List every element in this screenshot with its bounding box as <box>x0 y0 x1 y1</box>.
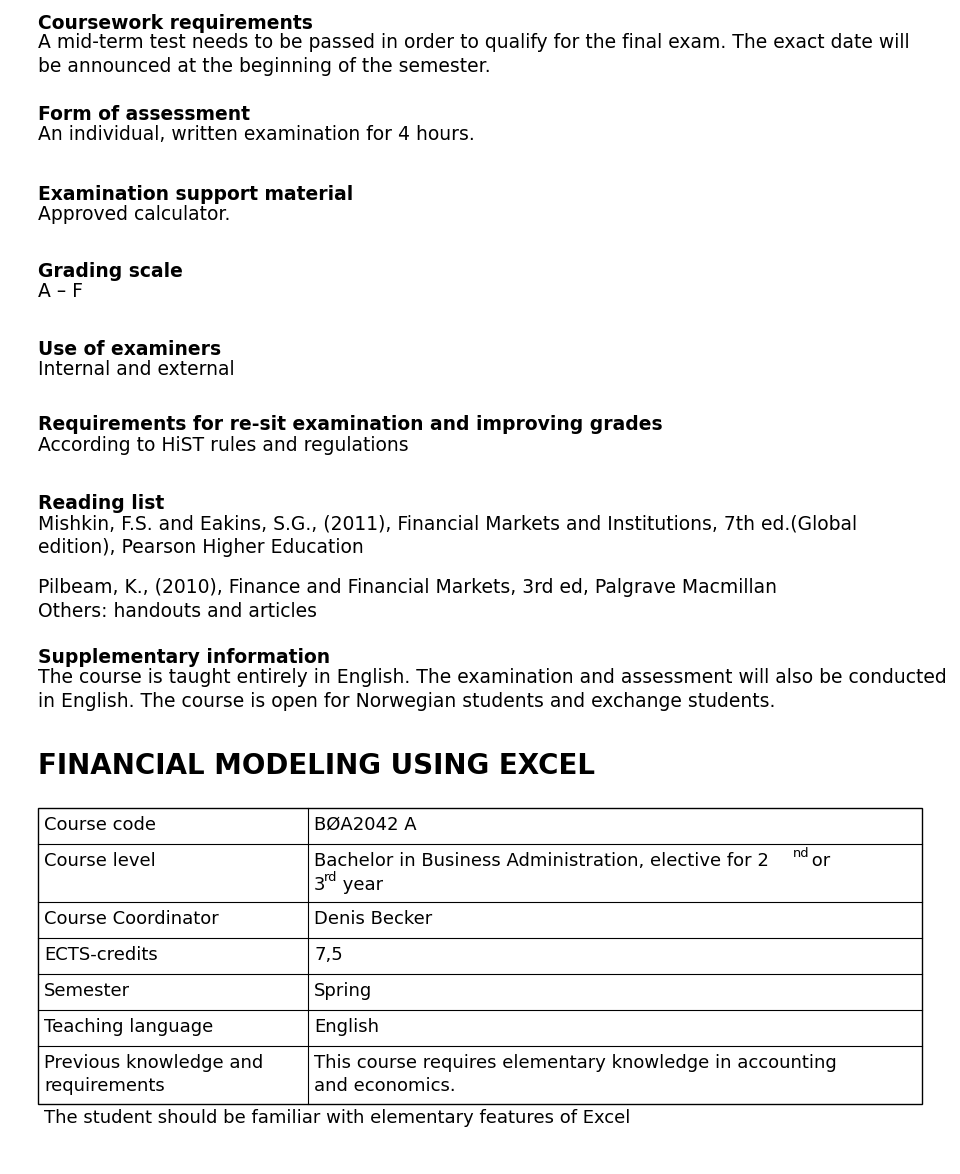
Text: Grading scale: Grading scale <box>38 262 182 281</box>
Text: A mid-term test needs to be passed in order to qualify for the final exam. The e: A mid-term test needs to be passed in or… <box>38 33 910 76</box>
Text: An individual, written examination for 4 hours.: An individual, written examination for 4… <box>38 124 475 144</box>
Text: 3: 3 <box>314 876 325 895</box>
Text: rd: rd <box>324 871 337 884</box>
Text: Semester: Semester <box>44 981 131 1000</box>
Text: Denis Becker: Denis Becker <box>314 910 432 927</box>
Text: Reading list: Reading list <box>38 494 164 513</box>
Text: Course level: Course level <box>44 852 156 870</box>
Text: This course requires elementary knowledge in accounting
and economics.: This course requires elementary knowledg… <box>314 1054 837 1095</box>
Text: BØA2042 A: BØA2042 A <box>314 816 417 834</box>
Text: Internal and external: Internal and external <box>38 360 234 379</box>
Bar <box>38 808 922 1104</box>
Text: Use of examiners: Use of examiners <box>38 340 221 359</box>
Text: 7,5: 7,5 <box>314 946 343 964</box>
Text: Examination support material: Examination support material <box>38 185 353 204</box>
Text: Form of assessment: Form of assessment <box>38 104 250 124</box>
Text: Coursework requirements: Coursework requirements <box>38 14 313 33</box>
Text: The course is taught entirely in English. The examination and assessment will al: The course is taught entirely in English… <box>38 668 947 711</box>
Text: According to HiST rules and regulations: According to HiST rules and regulations <box>38 436 409 456</box>
Text: Pilbeam, K., (2010), Finance and Financial Markets, 3rd ed, Palgrave Macmillan
O: Pilbeam, K., (2010), Finance and Financi… <box>38 578 777 621</box>
Text: Approved calculator.: Approved calculator. <box>38 205 230 224</box>
Text: Supplementary information: Supplementary information <box>38 648 330 667</box>
Text: Mishkin, F.S. and Eakins, S.G., (2011), Financial Markets and Institutions, 7th : Mishkin, F.S. and Eakins, S.G., (2011), … <box>38 514 857 558</box>
Text: Requirements for re-sit examination and improving grades: Requirements for re-sit examination and … <box>38 414 662 434</box>
Text: The student should be familiar with elementary features of Excel: The student should be familiar with elem… <box>44 1109 631 1127</box>
Text: English: English <box>314 1018 379 1035</box>
Text: Spring: Spring <box>314 981 372 1000</box>
Text: or: or <box>806 852 830 870</box>
Text: Bachelor in Business Administration, elective for 2: Bachelor in Business Administration, ele… <box>314 852 769 870</box>
Text: Previous knowledge and
requirements: Previous knowledge and requirements <box>44 1054 263 1095</box>
Text: year: year <box>337 876 383 895</box>
Text: Course Coordinator: Course Coordinator <box>44 910 219 927</box>
Text: Teaching language: Teaching language <box>44 1018 213 1035</box>
Text: FINANCIAL MODELING USING EXCEL: FINANCIAL MODELING USING EXCEL <box>38 753 595 780</box>
Text: nd: nd <box>793 846 809 861</box>
Text: A – F: A – F <box>38 282 83 301</box>
Text: Course code: Course code <box>44 816 156 834</box>
Text: ECTS-credits: ECTS-credits <box>44 946 157 964</box>
